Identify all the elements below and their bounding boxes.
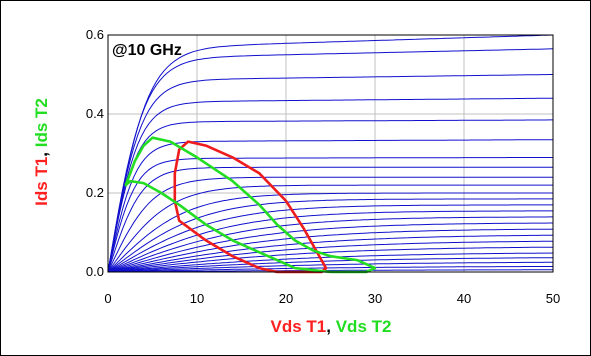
y-label-part-3: Ids T2 xyxy=(32,98,51,147)
iv-curve-0 xyxy=(107,34,554,273)
x-tick-label-1: 10 xyxy=(190,291,204,306)
x-tick-label-0: 0 xyxy=(104,291,111,306)
load-lines xyxy=(124,136,377,274)
x-tick-label-5: 50 xyxy=(546,291,560,306)
frequency-annotation: @10 GHz xyxy=(112,42,182,59)
iv-curve-15 xyxy=(107,222,553,273)
iv-curve-17 xyxy=(107,234,554,273)
y-tick-label-0: 0.0 xyxy=(86,264,104,279)
iv-curve-13 xyxy=(107,210,553,273)
load-line-1 xyxy=(173,140,328,274)
y-axis-label: Ids T1, Ids T2 xyxy=(32,98,51,206)
load-line-2 xyxy=(124,136,377,274)
iv-curve-23 xyxy=(107,266,553,273)
plot-frame xyxy=(107,34,554,273)
iv-curve-18 xyxy=(107,240,554,273)
x-label-part-2: , xyxy=(326,317,335,336)
x-label-part-1: Vds T1 xyxy=(271,317,327,336)
y-label-part-2: , xyxy=(32,147,51,156)
x-axis-label: Vds T1, Vds T2 xyxy=(271,317,392,336)
iv-curve-3 xyxy=(107,97,553,273)
iv-curve-4 xyxy=(107,119,553,273)
iv-curve-9 xyxy=(107,184,553,273)
x-label-part-3: Vds T2 xyxy=(336,317,392,336)
iv-curve-1 xyxy=(107,48,554,273)
tick-labels: 0 10 20 30 40 50 0.0 0.2 0.4 0.6 xyxy=(86,27,560,306)
iv-curve-16 xyxy=(107,228,554,273)
x-tick-label-4: 40 xyxy=(457,291,471,306)
iv-curve-21 xyxy=(107,257,553,273)
iv-curve-24 xyxy=(108,269,553,273)
iv-curve-10 xyxy=(107,192,553,273)
iv-curve-5 xyxy=(107,139,553,273)
x-tick-label-2: 20 xyxy=(279,291,293,306)
y-tick-label-1: 0.2 xyxy=(86,185,104,200)
iv-curve-8 xyxy=(107,176,553,273)
y-tick-label-2: 0.4 xyxy=(86,106,104,121)
iv-curve-2 xyxy=(107,74,553,273)
iv-curve-14 xyxy=(107,216,553,273)
y-label-part-1: Ids T1 xyxy=(32,157,51,206)
iv-curve-12 xyxy=(107,204,553,273)
iv-curve-7 xyxy=(107,166,553,273)
iv-curve-22 xyxy=(107,261,553,273)
iv-curve-6 xyxy=(107,157,553,273)
x-tick-label-3: 30 xyxy=(368,291,382,306)
y-tick-label-3: 0.6 xyxy=(86,27,104,42)
iv-curve-19 xyxy=(107,246,553,273)
iv-curves xyxy=(107,34,554,273)
